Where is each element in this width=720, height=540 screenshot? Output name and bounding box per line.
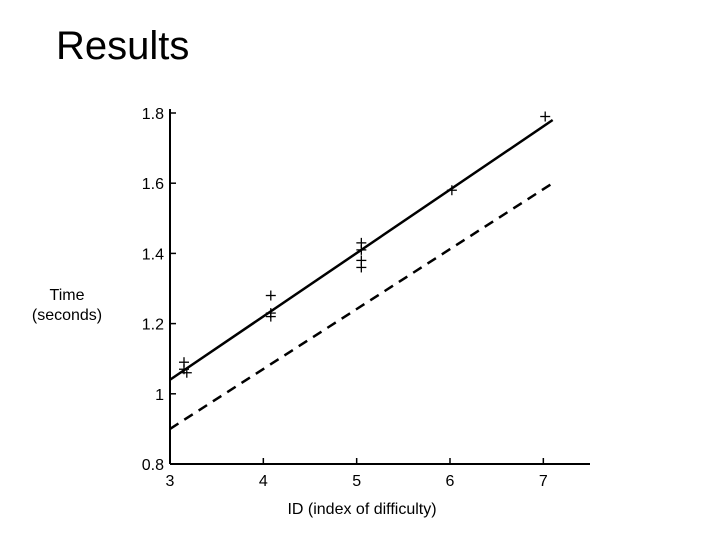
- y-tick-label: 0.8: [142, 457, 164, 474]
- x-tick-label: 3: [166, 473, 175, 490]
- x-tick-label: 7: [539, 473, 548, 490]
- plus-marker: [265, 311, 276, 322]
- fit-lines: [169, 118, 554, 430]
- y-tick-label: 1.4: [142, 246, 164, 263]
- slide-title: Results: [56, 24, 190, 68]
- y-tick-label: 1.8: [142, 106, 164, 123]
- y-tick-label: 1.2: [142, 317, 164, 334]
- y-axis-label-line-1: Time: [49, 287, 85, 304]
- predicted-fit-line-dashed: [169, 182, 554, 430]
- plus-marker: [356, 244, 367, 255]
- y-tick-label: 1: [155, 387, 164, 404]
- plus-marker: [265, 290, 276, 301]
- x-tick-label: 6: [446, 473, 455, 490]
- y-axis-label-line-2: (seconds): [31, 307, 103, 324]
- axes: 0.8 1 1.2 1.4 1.6 1.8 3 4 5 6 7: [142, 106, 590, 490]
- y-axis-label: Time (seconds): [20, 286, 114, 326]
- plus-marker: [540, 111, 551, 122]
- plus-marker: [356, 262, 367, 273]
- y-tick-label: 1.6: [142, 176, 164, 193]
- data-markers: [179, 111, 551, 378]
- x-axis-label: ID (index of difficulty): [287, 501, 436, 518]
- plus-marker: [446, 185, 457, 196]
- x-tick-label: 5: [352, 473, 361, 490]
- plus-marker: [181, 367, 192, 378]
- x-tick-label: 4: [259, 473, 268, 490]
